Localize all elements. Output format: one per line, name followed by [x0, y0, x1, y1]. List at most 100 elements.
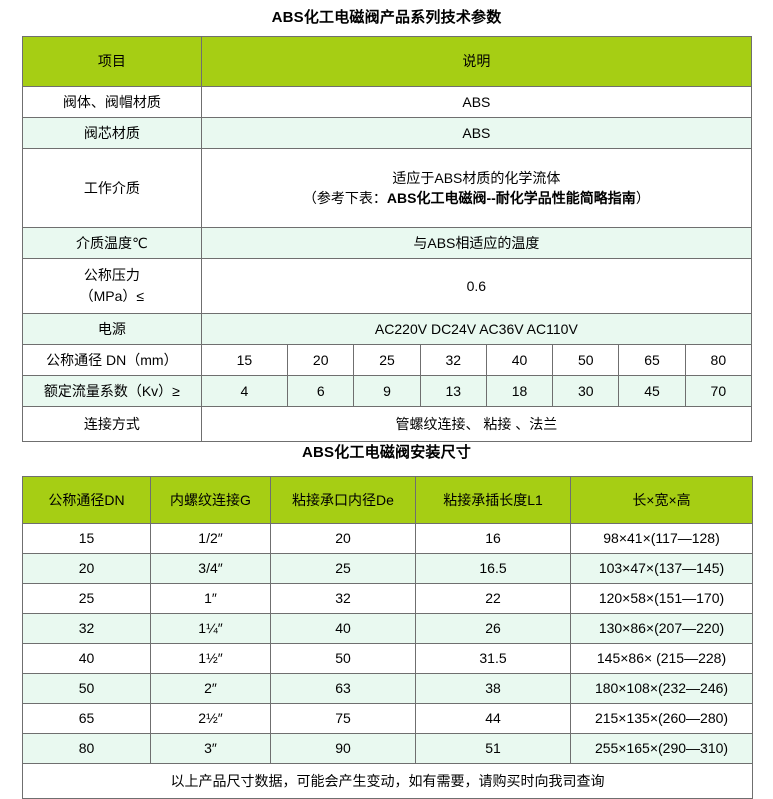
kv-value-cell: 6 [287, 375, 355, 407]
table-header-row: 项目 说明 [22, 36, 753, 87]
table-row: 连接方式 管螺纹连接、 粘接 、法兰 [22, 406, 753, 442]
dn-value-cell: 20 [287, 344, 355, 376]
kv-value-cell: 9 [353, 375, 421, 407]
dn-value-cell: 50 [552, 344, 620, 376]
cell-nominal-diameter: 32 [22, 613, 151, 644]
table-row: 15 1/2″ 20 16 98×41×(117—128) [22, 523, 753, 554]
dn-value-cell: 15 [200, 344, 289, 376]
cell-dimensions: 255×165×(290—310) [570, 733, 753, 764]
table-row-flow-coefficient: 额定流量系数（Kv）≥ 4 6 9 13 18 30 45 70 [22, 375, 753, 407]
table-row: 80 3″ 90 51 255×165×(290—310) [22, 733, 753, 764]
table-row: 阀芯材质 ABS [22, 117, 753, 149]
cell-nominal-diameter: 80 [22, 733, 151, 764]
row-value-core-material: ABS [200, 117, 753, 149]
row-value-working-medium: 适应于ABS材质的化学流体 （参考下表：ABS化工电磁阀--耐化学品性能简略指南… [200, 148, 753, 228]
table-row: 32 1¼″ 40 26 130×86×(207—220) [22, 613, 753, 644]
row-label-power-supply: 电源 [22, 313, 202, 345]
page-title-specifications: ABS化工电磁阀产品系列技术参数 [271, 9, 502, 26]
row-value-power-supply: AC220V DC24V AC36V AC110V [200, 313, 753, 345]
cell-thread-connection: 1″ [150, 583, 271, 614]
row-label-flow-coefficient: 额定流量系数（Kv）≥ [22, 375, 202, 407]
cell-socket-length: 44 [415, 703, 571, 734]
row-value-medium-temperature: 与ABS相适应的温度 [200, 227, 753, 259]
nominal-pressure-line-2: （MPa）≤ [79, 288, 145, 304]
cell-dimensions: 130×86×(207—220) [570, 613, 753, 644]
column-header-socket-length: 粘接承插长度L1 [415, 476, 571, 524]
row-value-body-material: ABS [200, 86, 753, 118]
cell-socket-inner-diameter: 63 [270, 673, 416, 704]
cell-dimensions: 103×47×(137—145) [570, 553, 753, 584]
cell-thread-connection: 1½″ [150, 643, 271, 674]
page-root: ABS化工电磁阀产品系列技术参数 项目 说明 阀体、阀帽材质 ABS 阀芯材质 … [22, 9, 753, 799]
row-label-nominal-diameter: 公称通径 DN（mm） [22, 344, 202, 376]
kv-value-cell: 13 [419, 375, 487, 407]
dn-value-cell: 25 [353, 344, 421, 376]
table-row: 20 3/4″ 25 16.5 103×47×(137—145) [22, 553, 753, 584]
table-footer-note-row: 以上产品尺寸数据，可能会产生变动，如有需要，请购买时向我司查询 [22, 763, 753, 799]
cell-socket-inner-diameter: 75 [270, 703, 416, 734]
row-label-core-material: 阀芯材质 [22, 117, 202, 149]
cell-dimensions: 215×135×(260—280) [570, 703, 753, 734]
cell-socket-length: 26 [415, 613, 571, 644]
dn-value-cell: 80 [684, 344, 753, 376]
cell-socket-inner-diameter: 32 [270, 583, 416, 614]
column-header-description: 说明 [200, 36, 753, 87]
cell-thread-connection: 1¼″ [150, 613, 271, 644]
row-label-nominal-pressure: 公称压力 （MPa）≤ [22, 258, 202, 314]
row-label-working-medium: 工作介质 [22, 148, 202, 228]
column-header-dimensions: 长×宽×高 [570, 476, 753, 524]
table-row: 50 2″ 63 38 180×108×(232—246) [22, 673, 753, 704]
cell-dimensions: 98×41×(117—128) [570, 523, 753, 554]
column-header-socket-inner-diameter: 粘接承口内径De [270, 476, 416, 524]
cell-socket-inner-diameter: 50 [270, 643, 416, 674]
working-medium-suffix: ） [635, 190, 650, 206]
cell-thread-connection: 1/2″ [150, 523, 271, 554]
cell-nominal-diameter: 15 [22, 523, 151, 554]
cell-thread-connection: 2″ [150, 673, 271, 704]
kv-value-cell: 18 [485, 375, 554, 407]
dn-value-cell: 65 [618, 344, 686, 376]
working-medium-line-2: （参考下表：ABS化工电磁阀--耐化学品性能简略指南） [205, 188, 748, 208]
kv-value-cell: 30 [552, 375, 620, 407]
table-row: 阀体、阀帽材质 ABS [22, 86, 753, 118]
table-row: 电源 AC220V DC24V AC36V AC110V [22, 313, 753, 345]
cell-nominal-diameter: 65 [22, 703, 151, 734]
cell-socket-length: 31.5 [415, 643, 571, 674]
table-row: 65 2½″ 75 44 215×135×(260—280) [22, 703, 753, 734]
cell-nominal-diameter: 20 [22, 553, 151, 584]
cell-thread-connection: 3/4″ [150, 553, 271, 584]
cell-dimensions: 145×86× (215—228) [570, 643, 753, 674]
table-row: 25 1″ 32 22 120×58×(151—170) [22, 583, 753, 614]
page-title-dimensions: ABS化工电磁阀安装尺寸 [301, 444, 472, 461]
column-header-item: 项目 [22, 36, 202, 87]
table-row-nominal-diameter: 公称通径 DN（mm） 15 20 25 32 40 50 65 80 [22, 344, 753, 376]
cell-nominal-diameter: 40 [22, 643, 151, 674]
table-row: 40 1½″ 50 31.5 145×86× (215—228) [22, 643, 753, 674]
cell-socket-inner-diameter: 90 [270, 733, 416, 764]
row-label-connection-type: 连接方式 [22, 406, 202, 442]
kv-value-cell: 70 [684, 375, 753, 407]
cell-thread-connection: 2½″ [150, 703, 271, 734]
working-medium-guide-reference: ABS化工电磁阀--耐化学品性能简略指南 [386, 190, 636, 206]
kv-value-cell: 4 [200, 375, 289, 407]
cell-thread-connection: 3″ [150, 733, 271, 764]
cell-socket-length: 22 [415, 583, 571, 614]
column-header-thread-connection: 内螺纹连接G [150, 476, 271, 524]
cell-dimensions: 180×108×(232—246) [570, 673, 753, 704]
cell-nominal-diameter: 25 [22, 583, 151, 614]
dn-value-cell: 40 [485, 344, 554, 376]
cell-socket-length: 16 [415, 523, 571, 554]
specifications-table: 项目 说明 阀体、阀帽材质 ABS 阀芯材质 ABS 工作介质 适应于ABS材质… [22, 36, 753, 442]
cell-nominal-diameter: 50 [22, 673, 151, 704]
row-value-nominal-pressure: 0.6 [200, 258, 753, 314]
dimensions-disclaimer-note: 以上产品尺寸数据，可能会产生变动，如有需要，请购买时向我司查询 [22, 763, 753, 799]
table-row: 工作介质 适应于ABS材质的化学流体 （参考下表：ABS化工电磁阀--耐化学品性… [22, 148, 753, 228]
working-medium-line-1: 适应于ABS材质的化学流体 [392, 169, 561, 186]
cell-socket-inner-diameter: 40 [270, 613, 416, 644]
dn-value-cell: 32 [419, 344, 487, 376]
table-row: 介质温度℃ 与ABS相适应的温度 [22, 227, 753, 259]
cell-socket-inner-diameter: 20 [270, 523, 416, 554]
cell-socket-length: 38 [415, 673, 571, 704]
cell-socket-inner-diameter: 25 [270, 553, 416, 584]
dimensions-table: 公称通径DN 内螺纹连接G 粘接承口内径De 粘接承插长度L1 长×宽×高 15… [22, 476, 753, 799]
